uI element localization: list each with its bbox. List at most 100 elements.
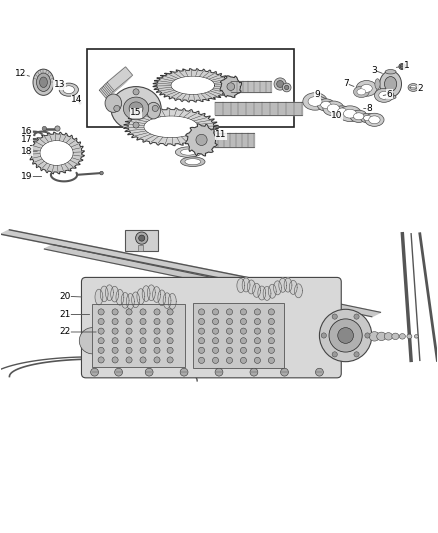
Text: 14: 14 <box>71 95 83 104</box>
Ellipse shape <box>303 93 327 110</box>
Ellipse shape <box>384 333 392 340</box>
Circle shape <box>154 309 160 315</box>
Circle shape <box>226 318 233 325</box>
Circle shape <box>240 309 247 315</box>
Polygon shape <box>124 108 218 146</box>
Text: 21: 21 <box>60 310 71 319</box>
Polygon shape <box>237 279 245 293</box>
Circle shape <box>315 368 323 376</box>
Circle shape <box>79 328 106 354</box>
Circle shape <box>226 328 233 334</box>
Circle shape <box>268 309 275 315</box>
Circle shape <box>254 357 261 364</box>
Circle shape <box>112 348 118 353</box>
Polygon shape <box>263 286 271 301</box>
Circle shape <box>240 338 247 344</box>
Circle shape <box>126 318 132 325</box>
Circle shape <box>126 357 132 363</box>
Ellipse shape <box>399 63 406 70</box>
Circle shape <box>126 338 132 344</box>
Polygon shape <box>102 72 127 96</box>
Circle shape <box>283 83 291 92</box>
Circle shape <box>332 314 337 319</box>
Text: 12: 12 <box>15 69 26 78</box>
Text: 6: 6 <box>386 90 392 99</box>
Text: 3: 3 <box>371 66 377 75</box>
Circle shape <box>140 338 146 344</box>
Circle shape <box>254 328 261 334</box>
Circle shape <box>226 357 233 364</box>
Circle shape <box>196 134 207 146</box>
Circle shape <box>112 318 118 325</box>
Bar <box>125 230 158 251</box>
Polygon shape <box>44 245 381 317</box>
Circle shape <box>154 338 160 344</box>
Circle shape <box>140 348 146 353</box>
Ellipse shape <box>327 104 339 113</box>
Ellipse shape <box>147 102 160 119</box>
Circle shape <box>198 338 205 344</box>
Circle shape <box>332 352 337 357</box>
Polygon shape <box>127 294 134 309</box>
Circle shape <box>212 309 219 315</box>
Circle shape <box>354 314 359 319</box>
Ellipse shape <box>385 95 396 99</box>
Circle shape <box>198 357 205 364</box>
Ellipse shape <box>369 116 380 124</box>
Ellipse shape <box>350 110 367 123</box>
Bar <box>92 304 185 367</box>
Ellipse shape <box>361 84 372 92</box>
Circle shape <box>268 318 275 325</box>
Polygon shape <box>279 278 287 292</box>
Bar <box>87 49 294 127</box>
Ellipse shape <box>374 88 394 102</box>
Polygon shape <box>186 124 218 156</box>
Ellipse shape <box>129 102 143 115</box>
Circle shape <box>100 171 103 175</box>
Polygon shape <box>253 284 261 297</box>
Ellipse shape <box>369 332 380 341</box>
Ellipse shape <box>379 92 389 99</box>
Ellipse shape <box>180 149 196 155</box>
Circle shape <box>227 83 235 91</box>
Circle shape <box>240 318 247 325</box>
Polygon shape <box>148 285 155 301</box>
Circle shape <box>285 85 289 90</box>
Ellipse shape <box>380 71 402 97</box>
Circle shape <box>133 89 139 95</box>
Circle shape <box>154 348 160 353</box>
Ellipse shape <box>124 97 149 120</box>
Circle shape <box>226 309 233 315</box>
Circle shape <box>212 328 219 334</box>
Polygon shape <box>1 230 306 294</box>
Circle shape <box>240 328 247 334</box>
Polygon shape <box>153 69 233 102</box>
Circle shape <box>254 338 261 344</box>
Polygon shape <box>116 289 124 305</box>
Circle shape <box>274 78 286 90</box>
Ellipse shape <box>334 106 350 116</box>
Ellipse shape <box>321 101 331 108</box>
Circle shape <box>98 348 104 353</box>
Ellipse shape <box>185 159 201 165</box>
Ellipse shape <box>364 116 371 120</box>
Ellipse shape <box>365 113 384 126</box>
Ellipse shape <box>33 69 54 95</box>
Ellipse shape <box>323 101 344 116</box>
Circle shape <box>268 357 275 364</box>
Polygon shape <box>106 285 113 301</box>
Circle shape <box>140 328 146 334</box>
Circle shape <box>98 309 104 315</box>
Circle shape <box>254 309 261 315</box>
Polygon shape <box>158 290 166 306</box>
Polygon shape <box>142 286 150 302</box>
Polygon shape <box>290 280 297 294</box>
Circle shape <box>240 357 247 364</box>
Polygon shape <box>137 289 145 304</box>
Circle shape <box>212 338 219 344</box>
Circle shape <box>268 328 275 334</box>
Circle shape <box>212 357 219 364</box>
Circle shape <box>215 368 223 376</box>
Ellipse shape <box>175 147 201 157</box>
Circle shape <box>329 319 362 352</box>
